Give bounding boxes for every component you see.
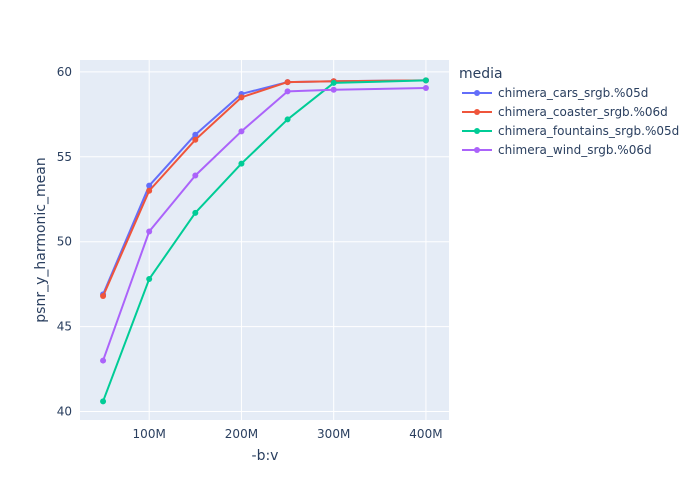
data-point (238, 94, 245, 101)
data-point (238, 128, 245, 135)
data-point (284, 88, 291, 95)
data-point (192, 209, 199, 216)
grid-lines (80, 60, 449, 420)
legend[interactable]: chimera_cars_srgb.%05d chimera_coaster_sr… (462, 86, 679, 157)
x-tick-label: 200M (225, 427, 258, 441)
legend-label-1[interactable]: chimera_coaster_srgb.%06d (498, 105, 668, 119)
legend-label-0[interactable]: chimera_cars_srgb.%05d (498, 86, 648, 100)
data-point (146, 276, 153, 283)
y-axis-title: psnr_y_harmonic_mean (33, 157, 49, 322)
tick-labels: 40 45 50 55 60 100M 200M 300M 400M (57, 65, 443, 441)
legend-label-3[interactable]: chimera_wind_srgb.%06d (498, 143, 652, 157)
data-point (330, 79, 337, 86)
y-tick-label: 40 (57, 405, 72, 419)
y-tick-label: 55 (57, 150, 72, 164)
legend-marker-1 (474, 109, 480, 115)
data-point (192, 131, 199, 138)
legend-marker-0 (474, 90, 480, 96)
data-point (100, 398, 107, 405)
data-point (146, 182, 153, 189)
series-group (100, 77, 429, 405)
y-tick-label: 60 (57, 65, 72, 79)
data-point (192, 136, 199, 143)
data-point (422, 77, 429, 84)
data-point (146, 228, 153, 235)
x-axis-title: -b:v (252, 448, 279, 464)
data-point (284, 79, 291, 86)
legend-title: media (459, 66, 503, 82)
data-point (330, 86, 337, 93)
y-tick-label: 50 (57, 235, 72, 249)
data-point (284, 116, 291, 123)
data-point (238, 160, 245, 167)
legend-marker-3 (474, 147, 480, 153)
data-point (146, 187, 153, 194)
x-tick-label: 100M (133, 427, 166, 441)
legend-marker-2 (474, 128, 480, 134)
data-point (422, 85, 429, 92)
data-point (100, 293, 107, 300)
legend-label-2[interactable]: chimera_fountains_srgb.%05d (498, 124, 679, 138)
x-tick-label: 300M (317, 427, 350, 441)
data-point (192, 172, 199, 179)
data-point (100, 357, 107, 364)
y-tick-label: 45 (57, 320, 72, 334)
x-tick-label: 400M (409, 427, 442, 441)
plot-area (80, 60, 449, 420)
